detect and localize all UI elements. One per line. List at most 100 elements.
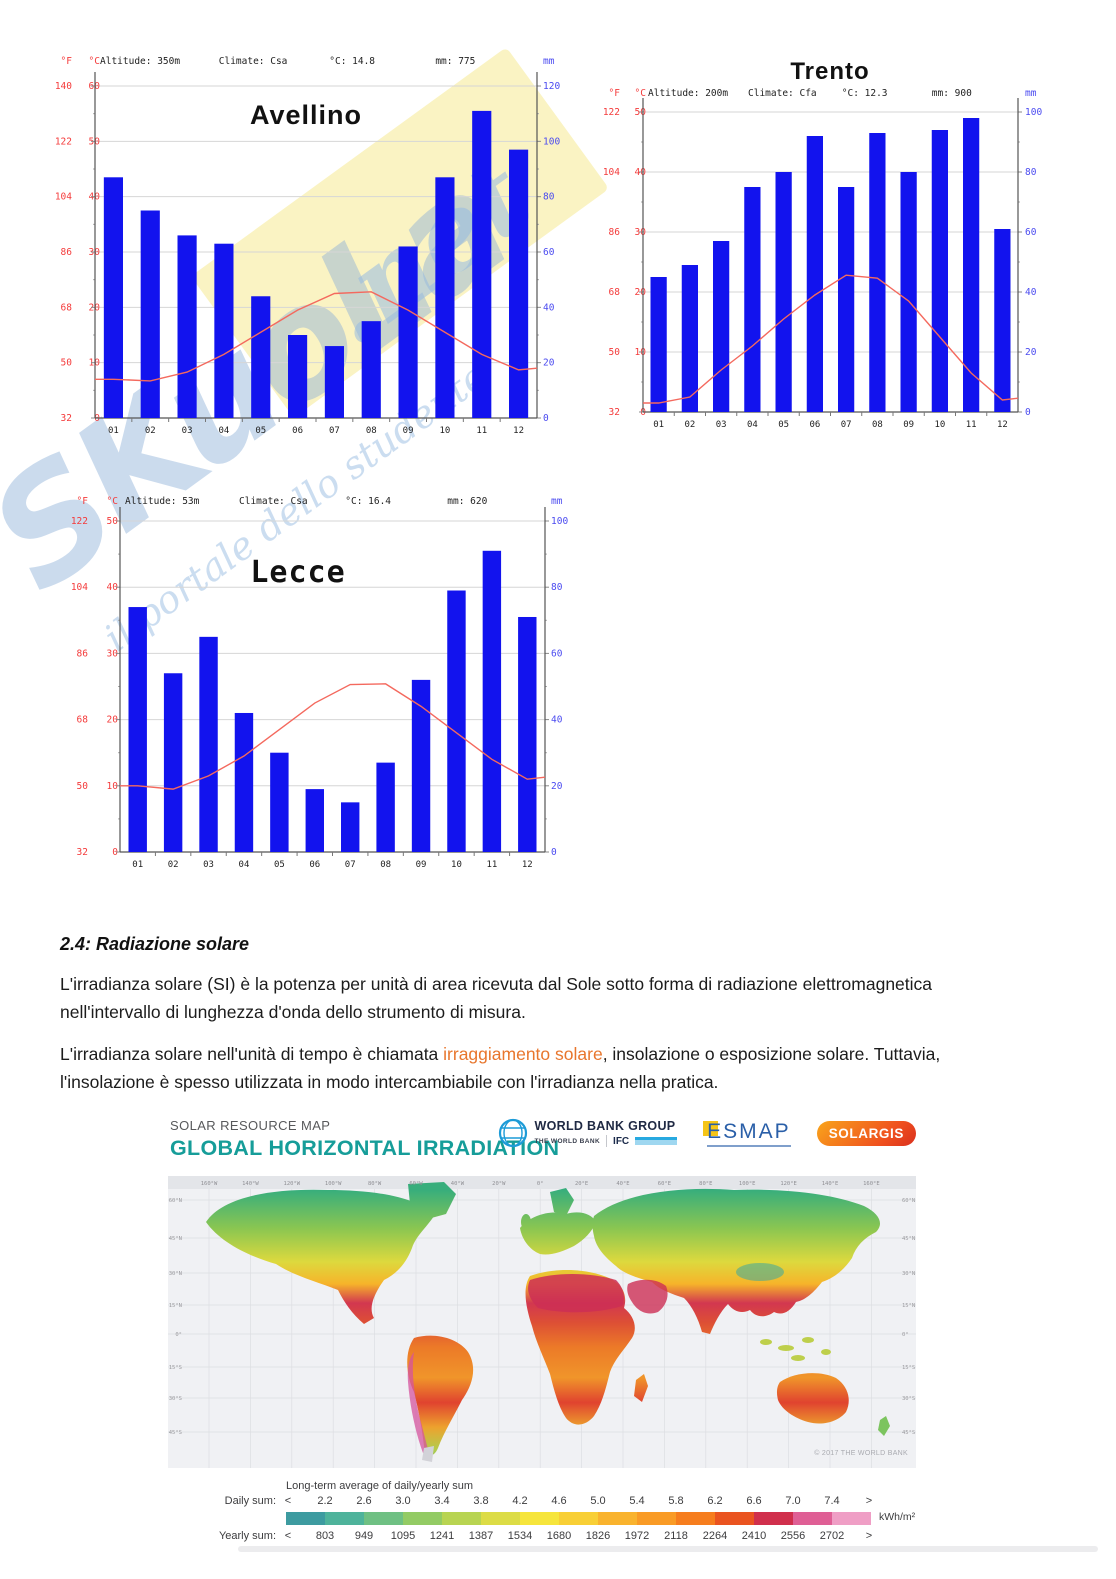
lon-label: 60°W bbox=[409, 1181, 423, 1187]
month-label: 08 bbox=[366, 426, 377, 436]
altitude-label: Altitude: 350m bbox=[100, 56, 180, 67]
british-isles bbox=[521, 1214, 531, 1230]
world-landmasses bbox=[206, 1182, 890, 1462]
lat-label-right: 45°N bbox=[902, 1236, 915, 1242]
legend-color-segment bbox=[715, 1512, 754, 1525]
lat-label-right: 60°N bbox=[902, 1198, 915, 1204]
precip-bar-08 bbox=[869, 133, 886, 412]
precip-bar-01 bbox=[103, 177, 123, 418]
legend-value: 1095 bbox=[390, 1530, 416, 1542]
precip-bar-12 bbox=[509, 149, 529, 418]
fahrenheit-tick-label: 104 bbox=[71, 582, 88, 593]
lat-label-right: 15°S bbox=[902, 1365, 915, 1371]
precip-bar-05 bbox=[270, 752, 289, 852]
solar-resource-map-figure: SOLAR RESOURCE MAP GLOBAL HORIZONTAL IRR… bbox=[168, 1112, 916, 1554]
new-zealand bbox=[878, 1416, 890, 1436]
precip-bar-02 bbox=[163, 673, 183, 852]
legend-value: 4.2 bbox=[512, 1495, 528, 1507]
legend-color-segment bbox=[559, 1512, 598, 1525]
lat-label-left: 45°S bbox=[169, 1430, 182, 1436]
lon-label: 160°W bbox=[201, 1181, 218, 1187]
lon-label: 0° bbox=[537, 1181, 544, 1187]
celsius-tick-label: 0 bbox=[112, 847, 118, 858]
precip-bar-07 bbox=[324, 346, 344, 418]
irraggiamento-highlight: irraggiamento solare bbox=[443, 1044, 603, 1064]
lon-label: 140°W bbox=[242, 1181, 259, 1187]
celsius-tick-label: 40 bbox=[107, 582, 119, 593]
asia bbox=[592, 1188, 880, 1334]
legend-value: 7.0 bbox=[785, 1495, 801, 1507]
mm-tick-label: 120 bbox=[543, 81, 560, 92]
mm-tick-label: 0 bbox=[551, 847, 557, 858]
precip-bar-11 bbox=[482, 550, 502, 852]
legend-value: 2410 bbox=[741, 1530, 767, 1542]
lon-label: 20°W bbox=[492, 1181, 506, 1187]
legend-color-segment bbox=[286, 1512, 325, 1525]
precip-bar-09 bbox=[411, 679, 431, 852]
mm-tick-label: 100 bbox=[1025, 107, 1042, 118]
lon-label: 140°E bbox=[822, 1181, 839, 1187]
precip-bar-12 bbox=[994, 229, 1011, 412]
month-label: 09 bbox=[416, 860, 427, 870]
altitude-label: Altitude: 200m bbox=[648, 88, 728, 99]
month-label: 01 bbox=[653, 420, 664, 430]
legend-value: 5.0 bbox=[590, 1495, 606, 1507]
legend-value: 2.2 bbox=[317, 1495, 333, 1507]
month-label: 10 bbox=[451, 860, 462, 870]
lon-label: 160°E bbox=[863, 1181, 880, 1187]
esmap-underline bbox=[707, 1144, 791, 1147]
month-label: 03 bbox=[203, 860, 214, 870]
fahrenheit-tick-label: 50 bbox=[61, 358, 73, 369]
temperature-line bbox=[95, 291, 538, 382]
mm-tick-label: 80 bbox=[551, 582, 563, 593]
legend-value: 2702 bbox=[819, 1530, 845, 1542]
japan bbox=[830, 1234, 846, 1258]
mm-tick-label: 0 bbox=[1025, 407, 1031, 418]
month-label: 03 bbox=[716, 420, 727, 430]
month-label: 12 bbox=[997, 420, 1008, 430]
fahrenheit-tick-label: 122 bbox=[55, 136, 72, 147]
climate-chart-avellino: 140 60 120 122 50 100 104 40 80 86 30 60 68 20 40 50 10 2… bbox=[38, 44, 562, 446]
lat-label-left: 30°N bbox=[169, 1271, 182, 1277]
climate-chart-lecce: 122 50 100 104 40 80 86 30 60 68 20 40 50 10 20 32 0 0 °F °… bbox=[58, 488, 606, 880]
lon-label: 120°W bbox=[284, 1181, 301, 1187]
map-title: GLOBAL HORIZONTAL IRRADIATION bbox=[170, 1136, 560, 1160]
mm-tick-label: 100 bbox=[543, 136, 560, 147]
month-label: 04 bbox=[747, 420, 758, 430]
world-bank-group-logo: WORLD BANK GROUP THE WORLD BANK IFC bbox=[498, 1118, 678, 1148]
precip-bar-10 bbox=[931, 130, 948, 412]
the-world-bank-text: THE WORLD BANK bbox=[534, 1137, 601, 1145]
legend-value: 2118 bbox=[664, 1530, 688, 1542]
lon-label: 40°E bbox=[616, 1181, 629, 1187]
mm-tick-label: 0 bbox=[543, 413, 549, 424]
legend-color-segment bbox=[637, 1512, 676, 1525]
climate-chart-svg-trento: 1225010010440808630606820405010203200°F°… bbox=[603, 58, 1043, 430]
month-label: 08 bbox=[872, 420, 883, 430]
lon-label: 80°W bbox=[368, 1181, 382, 1187]
lat-label-right: 30°S bbox=[902, 1396, 915, 1402]
chart-title-trento: Trento bbox=[790, 58, 869, 85]
avg-temp-label: °C: 16.4 bbox=[345, 496, 391, 507]
map-logos: WORLD BANK GROUP THE WORLD BANK IFC ESMA… bbox=[498, 1118, 916, 1148]
c-axis-header: °C bbox=[89, 56, 100, 67]
legend-less-than: < bbox=[284, 1495, 292, 1507]
fahrenheit-tick-label: 122 bbox=[603, 107, 620, 118]
legend-value: 3.4 bbox=[434, 1495, 450, 1507]
celsius-tick-label: 50 bbox=[107, 516, 119, 527]
fahrenheit-tick-label: 104 bbox=[55, 192, 72, 203]
legend-value: 1680 bbox=[546, 1530, 572, 1542]
precip-bar-10 bbox=[435, 177, 455, 418]
mm-tick-label: 100 bbox=[551, 516, 568, 527]
yearly-sum-label: Yearly sum: bbox=[218, 1530, 276, 1542]
lat-label-left: 30°S bbox=[169, 1396, 182, 1402]
precip-bar-07 bbox=[838, 187, 855, 412]
lat-label-left: 15°S bbox=[169, 1365, 182, 1371]
legend-value: 949 bbox=[354, 1530, 374, 1542]
legend-color-segment bbox=[598, 1512, 637, 1525]
legend-value: 2.6 bbox=[356, 1495, 372, 1507]
arabia-high-irradiation bbox=[627, 1279, 668, 1314]
precip-bar-06 bbox=[288, 335, 308, 418]
month-label: 10 bbox=[934, 420, 945, 430]
avg-temp-label: °C: 12.3 bbox=[842, 88, 888, 99]
world-bank-globe-icon bbox=[498, 1118, 527, 1148]
